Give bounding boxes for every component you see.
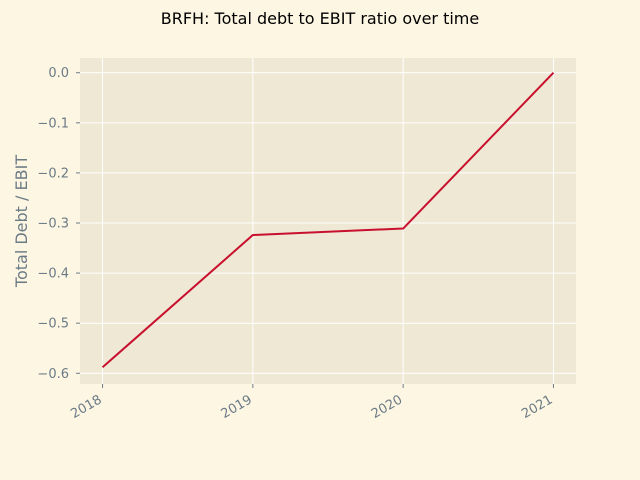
plot-area: [80, 58, 576, 384]
y-tick-label: −0.4: [37, 267, 69, 282]
y-tick-label: −0.1: [37, 116, 69, 131]
y-tick-label: −0.3: [37, 217, 69, 232]
series-line: [101, 72, 555, 369]
y-tick-label: −0.6: [37, 367, 69, 382]
chart-title: BRFH: Total debt to EBIT ratio over time: [161, 9, 479, 28]
y-tick-label: −0.2: [37, 166, 69, 181]
grid: [80, 58, 576, 384]
y-tick-label: 0.0: [48, 66, 69, 81]
y-tick-label: −0.5: [37, 317, 69, 332]
y-axis-label: Total Debt / EBIT: [12, 155, 31, 288]
y-axis-ticks: 0.0 −0.1 −0.2 −0.3 −0.4 −0.5 −0.6: [37, 66, 80, 382]
series-layer: [101, 72, 555, 369]
